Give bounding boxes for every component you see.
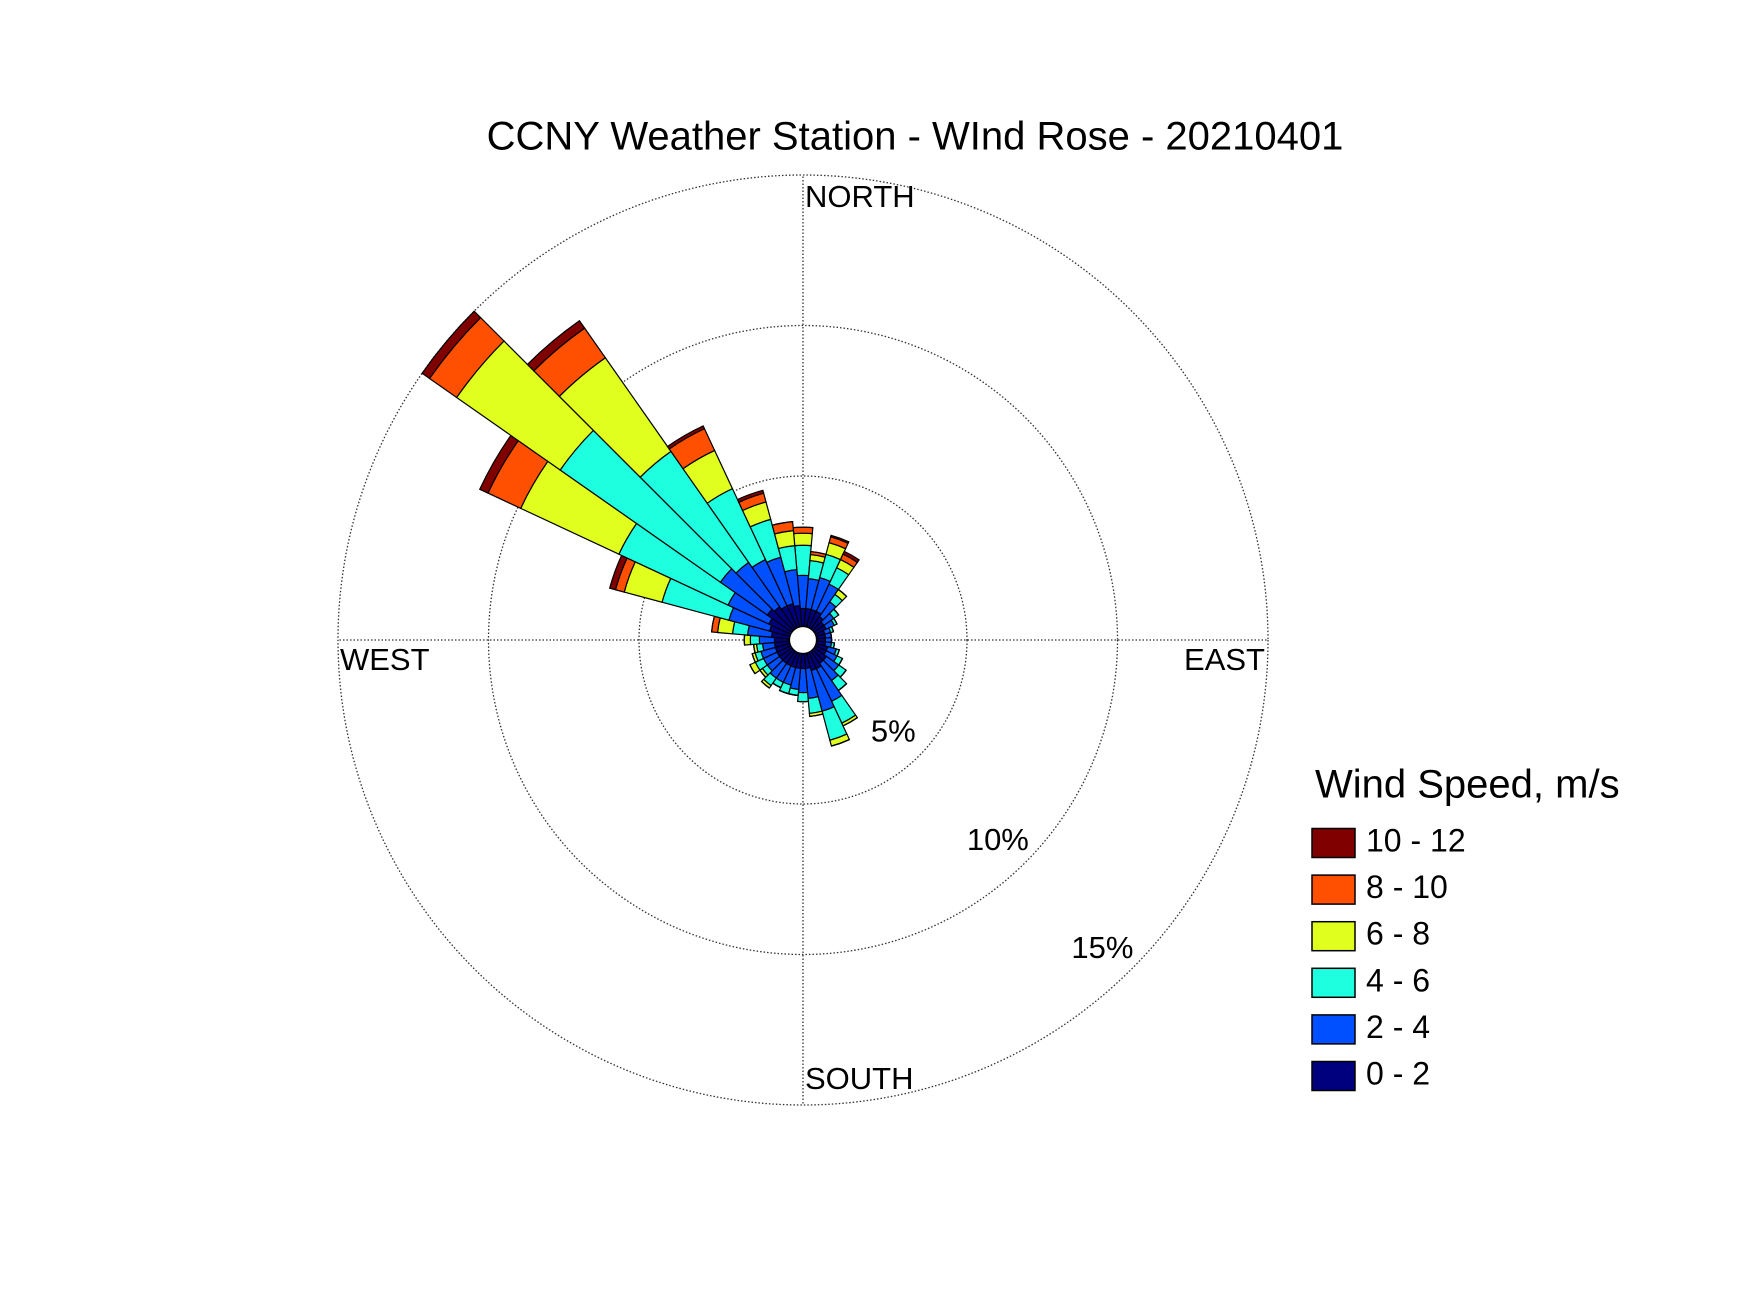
legend-label: 6 - 8 xyxy=(1366,916,1430,952)
legend-swatch xyxy=(1311,1060,1356,1092)
wind-segment xyxy=(761,681,770,689)
legend-swatch xyxy=(1311,827,1356,859)
wind-segment xyxy=(751,653,756,663)
wind-segment xyxy=(829,534,850,544)
grid-ring xyxy=(638,475,968,805)
legend-swatch xyxy=(1311,1014,1356,1045)
wind-segment xyxy=(833,608,840,616)
wind-segment xyxy=(736,489,765,504)
wind-segment xyxy=(833,618,838,625)
wind-segment xyxy=(743,634,752,646)
wind-segment xyxy=(749,634,761,646)
direction-label: EAST xyxy=(1184,642,1265,677)
wind-segment xyxy=(421,310,482,380)
direction-label: NORTH xyxy=(805,179,915,214)
wind-segment xyxy=(796,691,810,703)
legend-label: 2 - 4 xyxy=(1366,1009,1430,1045)
wind-segment xyxy=(779,689,789,695)
wind-segment xyxy=(838,588,848,597)
legend-swatch xyxy=(1311,967,1356,999)
grid-ring xyxy=(337,174,1269,1106)
wind-segment xyxy=(792,526,814,535)
wind-segment xyxy=(526,319,586,372)
wind-segment xyxy=(809,713,824,718)
legend-title: Wind Speed, m/s xyxy=(1315,763,1620,807)
grid-ring xyxy=(487,324,1119,956)
legend-label: 8 - 10 xyxy=(1366,869,1448,905)
legend-label: 0 - 2 xyxy=(1366,1055,1430,1091)
r-tick-label: 15% xyxy=(1071,930,1133,965)
legend-swatch xyxy=(1311,874,1356,905)
direction-label: WEST xyxy=(340,642,430,677)
direction-label: SOUTH xyxy=(805,1061,914,1096)
r-tick-label: 5% xyxy=(871,714,916,749)
r-tick-label: 10% xyxy=(967,822,1029,857)
wind-segment xyxy=(749,664,756,674)
chart-title: CCNY Weather Station - WInd Rose - 20210… xyxy=(487,115,1344,159)
wind-segment xyxy=(793,532,813,547)
center-hole xyxy=(788,625,818,655)
legend-label: 4 - 6 xyxy=(1366,962,1430,998)
legend-swatch xyxy=(1311,920,1356,952)
wind-segment xyxy=(842,550,860,564)
wind-segment xyxy=(666,425,706,450)
legend-label: 10 - 12 xyxy=(1366,822,1466,858)
wind-segment xyxy=(831,738,850,747)
